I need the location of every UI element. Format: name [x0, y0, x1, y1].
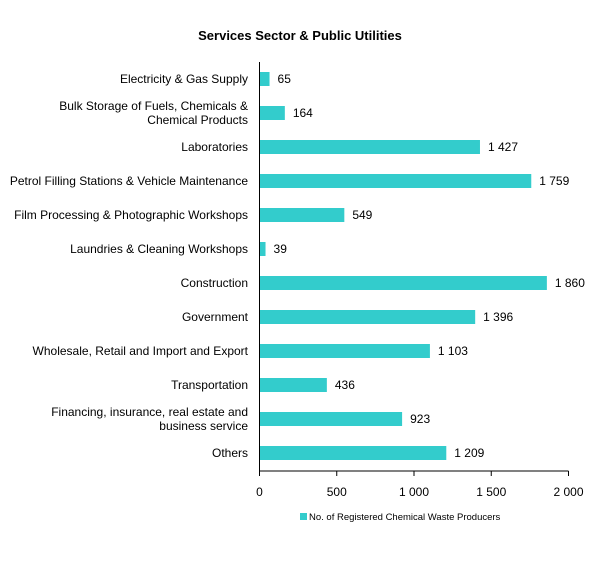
- x-tick-label: 1 000: [399, 485, 429, 499]
- data-label: 164: [293, 106, 313, 120]
- data-label: 549: [352, 208, 372, 222]
- data-label: 436: [335, 378, 355, 392]
- bar: [259, 412, 403, 426]
- x-tick-label: 2 000: [553, 485, 583, 499]
- category-label: Transportation: [171, 378, 248, 392]
- category-label: Laboratories: [181, 140, 248, 154]
- category-label: Bulk Storage of Fuels, Chemicals &: [59, 99, 248, 113]
- chart-title: Services Sector & Public Utilities: [198, 28, 402, 43]
- bar: [259, 310, 476, 324]
- category-label: Petrol Filling Stations & Vehicle Mainte…: [10, 174, 248, 188]
- category-label: Film Processing & Photographic Workshops: [14, 208, 248, 222]
- category-label: Others: [212, 446, 248, 460]
- bar: [259, 446, 447, 460]
- data-label: 1 759: [539, 174, 569, 188]
- bar: [259, 242, 266, 256]
- data-label: 1 860: [555, 276, 585, 290]
- legend-swatch: [300, 513, 307, 520]
- x-axis: 0 500 1 000 1 500 2 000: [256, 62, 584, 499]
- data-label: 923: [410, 412, 430, 426]
- x-tick-label: 1 500: [476, 485, 506, 499]
- bar: [259, 174, 532, 188]
- category-label: Financing, insurance, real estate and: [51, 405, 248, 419]
- data-label: 1 103: [438, 344, 468, 358]
- category-labels: Electricity & Gas Supply Bulk Storage of …: [10, 72, 249, 460]
- bar: [259, 140, 480, 154]
- legend-label: No. of Registered Chemical Waste Produce…: [309, 512, 501, 523]
- bar: [259, 106, 285, 120]
- category-label: Laundries & Cleaning Workshops: [70, 242, 248, 256]
- bar: [259, 344, 430, 358]
- bar: [259, 72, 270, 86]
- category-label: Construction: [181, 276, 248, 290]
- data-label: 1 427: [488, 140, 518, 154]
- data-label: 39: [274, 242, 288, 256]
- category-label: Government: [182, 310, 249, 324]
- bar: [259, 276, 547, 290]
- bar: [259, 208, 345, 222]
- category-label: Electricity & Gas Supply: [120, 72, 248, 86]
- bars: 65 164 1 427 1 759 549 39 1 860 1 396 1 103 436 92…: [259, 72, 585, 460]
- data-label: 1 396: [483, 310, 513, 324]
- category-label: Chemical Products: [147, 113, 248, 127]
- x-tick-label: 500: [327, 485, 347, 499]
- x-tick-label: 0: [256, 485, 263, 499]
- bar: [259, 378, 327, 392]
- legend: No. of Registered Chemical Waste Produce…: [300, 512, 501, 523]
- category-label: Wholesale, Retail and Import and Export: [33, 344, 249, 358]
- data-label: 65: [278, 72, 292, 86]
- category-label: business service: [159, 419, 248, 433]
- data-label: 1 209: [454, 446, 484, 460]
